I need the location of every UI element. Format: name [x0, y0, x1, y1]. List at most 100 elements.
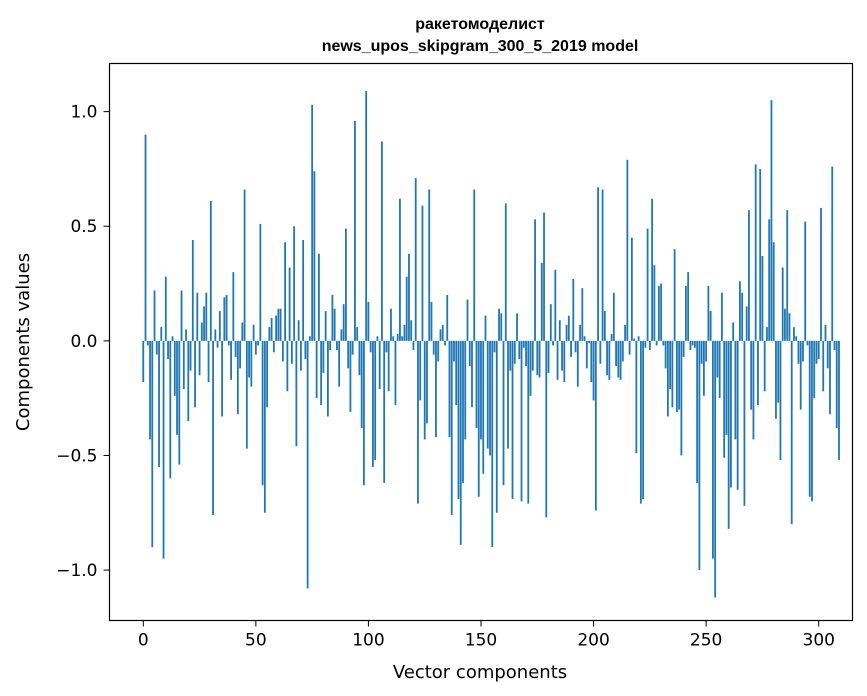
- y-tick-label: 1.0: [70, 103, 97, 123]
- bar: [349, 340, 352, 412]
- bar: [714, 340, 717, 598]
- bar: [453, 340, 455, 362]
- bar: [448, 340, 451, 438]
- bar: [223, 297, 226, 341]
- bar: [410, 320, 413, 341]
- x-axis-ticks: 0 50 100 150 200 250 300: [138, 620, 835, 651]
- bar: [531, 340, 534, 371]
- bar: [628, 340, 631, 355]
- bar: [155, 340, 158, 355]
- bar: [489, 340, 491, 456]
- bar: [164, 276, 167, 341]
- bar: [263, 340, 266, 513]
- bar: [581, 288, 584, 341]
- bar: [322, 340, 325, 373]
- bar: [621, 340, 624, 362]
- bar: [180, 290, 183, 341]
- bar: [428, 189, 431, 341]
- bar: [234, 340, 237, 357]
- bar: [169, 340, 172, 479]
- bar: [257, 340, 259, 346]
- x-tick-label: 300: [803, 631, 835, 651]
- bar: [367, 301, 370, 341]
- bar: [275, 315, 278, 341]
- bar: [754, 164, 757, 341]
- bar: [450, 340, 453, 516]
- y-axis-ticks: −1.0 −0.5 0.0 0.5 1.0: [56, 103, 110, 581]
- x-tick-label: 50: [245, 631, 267, 651]
- bar: [205, 292, 208, 341]
- bar: [626, 159, 629, 341]
- bar: [149, 340, 151, 440]
- bar: [700, 340, 703, 364]
- bar: [538, 340, 541, 378]
- bar: [486, 340, 489, 449]
- bar: [723, 340, 726, 458]
- bar: [522, 340, 525, 348]
- bar: [414, 178, 417, 341]
- bar: [768, 219, 771, 341]
- bar: [648, 340, 651, 351]
- bar: [583, 336, 586, 341]
- bar: [565, 324, 568, 341]
- bar: [784, 308, 786, 341]
- bar: [317, 253, 320, 341]
- bar: [396, 333, 399, 341]
- bar: [759, 168, 762, 341]
- bar: [311, 104, 314, 341]
- bar: [813, 340, 816, 399]
- bar: [599, 340, 602, 364]
- bar: [214, 329, 217, 341]
- bar: [351, 340, 354, 355]
- bar: [561, 340, 563, 371]
- bar: [788, 313, 791, 341]
- bar: [824, 324, 827, 341]
- chart-title: ракетомоделист: [415, 16, 545, 33]
- bar: [405, 276, 408, 341]
- bar: [313, 171, 316, 341]
- bar: [245, 340, 248, 449]
- bar: [340, 329, 343, 341]
- bar: [471, 340, 473, 408]
- bar: [826, 340, 829, 369]
- bar: [142, 340, 145, 383]
- bar: [597, 187, 599, 341]
- bar: [507, 340, 509, 449]
- bar: [196, 292, 199, 341]
- bar: [766, 327, 768, 341]
- bar: [709, 311, 712, 341]
- bar: [750, 340, 753, 410]
- bar: [673, 249, 676, 341]
- bar: [509, 340, 512, 371]
- bar: [268, 327, 271, 341]
- bar: [185, 329, 187, 341]
- bar: [403, 324, 406, 341]
- bar: [441, 324, 444, 341]
- bar: [669, 340, 672, 389]
- bar: [171, 336, 174, 341]
- y-axis-label: Components values: [13, 253, 34, 431]
- bar: [775, 340, 777, 419]
- bar: [493, 340, 496, 353]
- bar: [822, 340, 825, 392]
- bar: [327, 340, 329, 417]
- bar: [308, 336, 311, 341]
- bar: [572, 278, 575, 341]
- bar: [345, 228, 347, 341]
- y-tick-label: −1.0: [56, 561, 97, 581]
- bar: [804, 221, 807, 341]
- bar: [752, 340, 755, 440]
- bar: [748, 210, 750, 341]
- bar: [374, 340, 377, 461]
- bar: [579, 324, 581, 341]
- bar: [261, 340, 264, 486]
- bar: [333, 308, 336, 341]
- bar: [817, 340, 820, 360]
- bar: [480, 340, 482, 440]
- bar: [455, 340, 458, 406]
- bar: [295, 340, 298, 447]
- bar: [540, 262, 543, 341]
- bar: [734, 340, 737, 440]
- bar: [619, 340, 622, 380]
